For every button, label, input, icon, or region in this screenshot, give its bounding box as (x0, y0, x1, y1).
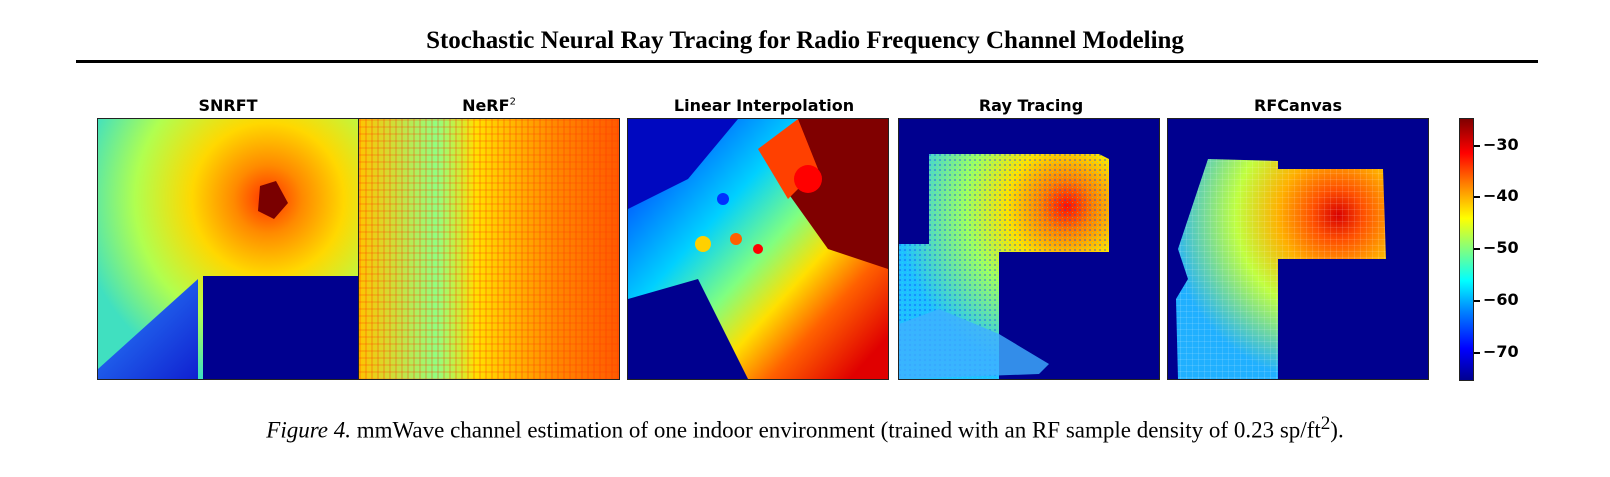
colorbar-tick-label: −40 (1483, 186, 1519, 205)
panel-title-linear-interpolation: Linear Interpolation (673, 96, 855, 115)
heatmap-snrft (97, 118, 359, 380)
caption-end: ). (1330, 417, 1344, 443)
running-title: Stochastic Neural Ray Tracing for Radio … (426, 27, 1184, 54)
colorbar-tick-label: −50 (1483, 238, 1519, 257)
heatmap-rfcanvas (1167, 118, 1429, 380)
figure-caption: Figure 4. mmWave channel estimation of o… (0, 413, 1610, 444)
colorbar-tick (1474, 248, 1480, 250)
colorbar (1459, 118, 1474, 381)
heatmap-ray-tracing (898, 118, 1160, 380)
panel-title-rfcanvas: RFCanvas (1254, 96, 1342, 115)
heatmap-linear-interpolation (627, 118, 889, 380)
heatmap-nerf2 (358, 118, 620, 380)
colorbar-tick (1474, 300, 1480, 302)
header-rule (76, 60, 1538, 63)
panel-title-ray-tracing: Ray Tracing (978, 96, 1084, 115)
colorbar-tick (1474, 352, 1480, 354)
colorbar-tick-label: −30 (1483, 135, 1519, 154)
panel-title-nerf2: NeRF2 (462, 96, 516, 115)
figure-label: Figure 4. (266, 417, 352, 443)
colorbar-tick (1474, 196, 1480, 198)
caption-superscript: 2 (1320, 413, 1331, 434)
panel-title-snrft: SNRFT (198, 96, 258, 115)
caption-text: mmWave channel estimation of one indoor … (351, 417, 1321, 443)
colorbar-tick-label: −60 (1483, 290, 1519, 309)
colorbar-tick (1474, 145, 1480, 147)
colorbar-tick-label: −70 (1483, 342, 1519, 361)
